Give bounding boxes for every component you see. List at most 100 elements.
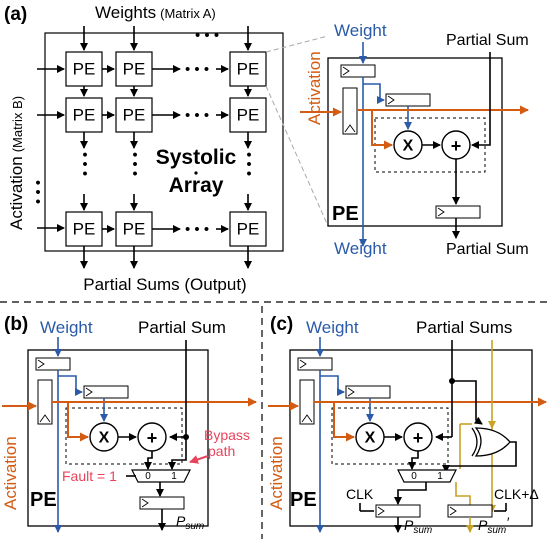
pe-label: PE [73, 220, 96, 239]
c-gold-to-register [455, 482, 474, 513]
c-mux-input-0: 0 [411, 471, 417, 482]
c-partial-sums-label: Partial Sums [416, 318, 512, 337]
pe-label: PE [73, 60, 96, 79]
weight-to-delay [363, 83, 385, 104]
detail-weight-in-label: Weight [334, 21, 387, 40]
clock-symbol [39, 414, 51, 423]
c-partial-sum-register [375, 504, 421, 518]
b-sum-to-mux [144, 451, 153, 470]
pe-cell [115, 97, 153, 133]
detail-weight-out-label: Weight [334, 239, 387, 258]
c-delayed-register [447, 504, 493, 518]
b-bypass-wire [168, 437, 187, 470]
pe-label: PE [237, 220, 260, 239]
clock-symbol [347, 387, 355, 397]
c-p-sum-label: Psum [404, 517, 432, 536]
pe-cell [65, 97, 103, 133]
detail-pe-tag: PE [332, 203, 359, 225]
panel-c-tag: (c) [270, 314, 293, 335]
b-weight-to-delay [58, 375, 83, 396]
c-mac-unit-outline [331, 407, 449, 465]
partial-sum-register [435, 205, 481, 219]
b-activation-label: Activation [1, 436, 20, 510]
c-sum-to-mux [408, 451, 419, 470]
b-weight-label: Weight [40, 318, 93, 337]
b-bypass-label-line1: Bypass [204, 427, 250, 443]
array-column-dots: • • • [195, 27, 219, 44]
b-mac-unit-outline [65, 407, 183, 465]
detail-activation-label: Activation [305, 51, 324, 125]
panel-b-tag: (b) [4, 314, 28, 335]
panel-b: (b) Weight Partial Sum Activation X + 0 … [1, 314, 257, 533]
multiplier-symbol: X [403, 138, 414, 155]
pe-label: PE [237, 60, 260, 79]
pe-label: PE [123, 60, 146, 79]
column-dots: • • • [240, 152, 257, 176]
array-row-dots-left: • • • [29, 180, 46, 204]
clock-symbol [344, 124, 356, 133]
row-dots: • • • [185, 107, 209, 124]
c-mux-to-register [394, 482, 427, 505]
pe-detail: Weight Partial Sum Activation X + [300, 21, 529, 258]
c-activation-label: Activation [267, 436, 286, 510]
c-ps-to-xor [452, 380, 483, 425]
c-multiplexer [397, 469, 457, 483]
b-pe-box [27, 349, 209, 527]
c-activation-to-mult [333, 402, 355, 442]
c-adder-symbol: + [413, 428, 424, 448]
b-partial-sum-register [139, 496, 185, 510]
panel-c: (c) Weight Partial Sums Activation X + [267, 314, 547, 536]
c-p-sum-prime-label: Psum′ [478, 514, 510, 536]
b-weight-register [35, 357, 71, 371]
clock-symbol [342, 66, 350, 76]
c-pe-tag: PE [290, 489, 317, 511]
c-multiplier-symbol: X [365, 430, 376, 447]
center-dot [194, 171, 198, 175]
adder-symbol: + [451, 136, 462, 156]
pe-cell [229, 211, 267, 247]
partial-sums-output-label: Partial Sums (Output) [83, 275, 246, 294]
clock-symbol [299, 359, 307, 369]
weight-register [340, 64, 376, 78]
pe-label: PE [73, 106, 96, 125]
zoom-guide [265, 35, 329, 53]
panel-a: (a) Weights (Matrix A) • • • Activation(M… [4, 3, 529, 294]
c-weight-label: Weight [306, 318, 359, 337]
systolic-array-title-line2: Array [169, 174, 224, 197]
pe-cell [229, 97, 267, 133]
c-pe-box [289, 349, 533, 527]
b-adder-symbol: + [147, 428, 158, 448]
b-activation-to-mult [67, 402, 89, 442]
c-mux-input-1: 1 [437, 471, 443, 482]
b-mux-input-0: 0 [145, 471, 151, 482]
c-xor-gate [474, 427, 511, 457]
pe-label: PE [123, 106, 146, 125]
clock-symbol [387, 95, 395, 105]
b-bypass-label-line2: path [208, 443, 235, 459]
clock-symbol [141, 498, 149, 508]
column-dots: • • • [76, 152, 93, 176]
clock-symbol [301, 414, 313, 423]
zoom-guide [265, 85, 329, 227]
systolic-array-outline [44, 32, 284, 252]
c-activation-register [299, 379, 315, 425]
c-weight-register [297, 357, 333, 371]
detail-partial-sum-in-label: Partial Sum [446, 32, 529, 49]
b-partial-sum-in-wire [169, 340, 187, 441]
pe-label: PE [237, 106, 260, 125]
clock-symbol [449, 506, 457, 516]
systolic-array-title-line1: Systolic [156, 146, 237, 169]
activation-label: Activation(Matrix B) [7, 96, 26, 230]
c-xor-gate-back [471, 427, 478, 457]
detail-pe-box [327, 57, 503, 227]
pe-cell [115, 51, 153, 87]
panel-a-tag: (a) [4, 4, 27, 25]
c-clk-delta-label: CLK+Δ [494, 486, 539, 502]
clock-symbol [437, 207, 445, 217]
row-dots: • • • [185, 221, 209, 238]
clock-symbol [377, 506, 385, 516]
b-partial-sum-label: Partial Sum [138, 318, 226, 337]
partial-sum-in-wire [471, 52, 491, 149]
detail-partial-sum-out-label: Partial Sum [446, 241, 529, 258]
